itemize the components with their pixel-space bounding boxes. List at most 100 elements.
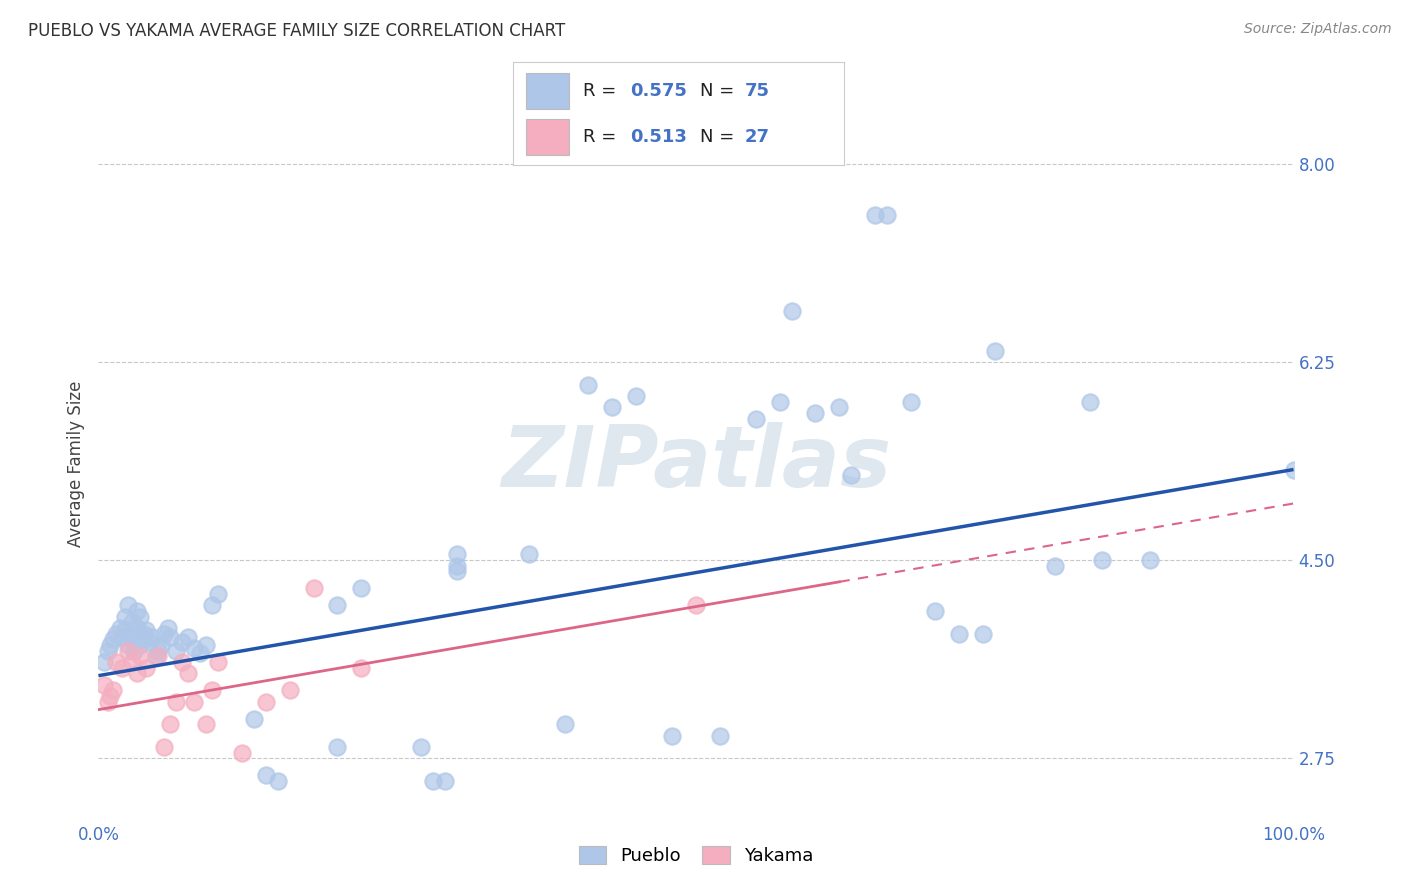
- Point: [97, 695, 120, 709]
- Point: [135, 661, 157, 675]
- Point: [924, 604, 946, 618]
- Point: [153, 626, 176, 640]
- Point: [422, 774, 444, 789]
- Point: [554, 717, 576, 731]
- Point: [93, 655, 115, 669]
- Text: 0.513: 0.513: [630, 128, 688, 145]
- Point: [105, 626, 128, 640]
- Text: 0.575: 0.575: [630, 82, 688, 100]
- Point: [129, 638, 152, 652]
- Point: [948, 626, 970, 640]
- Point: [194, 638, 217, 652]
- Point: [876, 208, 898, 222]
- Point: [600, 401, 623, 415]
- Point: [709, 729, 731, 743]
- Point: [201, 683, 224, 698]
- Point: [105, 655, 128, 669]
- Point: [98, 638, 122, 652]
- Point: [156, 621, 179, 635]
- Legend: Pueblo, Yakama: Pueblo, Yakama: [571, 839, 821, 872]
- Point: [129, 649, 152, 664]
- Point: [1282, 462, 1305, 476]
- Point: [148, 649, 170, 664]
- Text: N =: N =: [700, 128, 740, 145]
- Point: [576, 377, 599, 392]
- Point: [132, 632, 155, 647]
- FancyBboxPatch shape: [526, 73, 569, 109]
- Point: [114, 624, 136, 638]
- Point: [135, 624, 157, 638]
- Point: [125, 621, 148, 635]
- Point: [1139, 553, 1161, 567]
- Point: [863, 208, 886, 222]
- Point: [517, 548, 540, 562]
- Point: [188, 646, 211, 660]
- Point: [125, 604, 148, 618]
- Point: [278, 683, 301, 698]
- Text: PUEBLO VS YAKAMA AVERAGE FAMILY SIZE CORRELATION CHART: PUEBLO VS YAKAMA AVERAGE FAMILY SIZE COR…: [28, 22, 565, 40]
- Point: [145, 649, 167, 664]
- Point: [326, 739, 349, 754]
- Text: N =: N =: [700, 82, 740, 100]
- Point: [183, 641, 205, 656]
- FancyBboxPatch shape: [526, 119, 569, 155]
- Point: [114, 609, 136, 624]
- Point: [207, 655, 229, 669]
- Point: [121, 655, 143, 669]
- Point: [125, 666, 148, 681]
- Point: [231, 746, 253, 760]
- Point: [124, 644, 146, 658]
- Point: [153, 739, 176, 754]
- Point: [1091, 553, 1114, 567]
- Text: Source: ZipAtlas.com: Source: ZipAtlas.com: [1244, 22, 1392, 37]
- Point: [768, 394, 790, 409]
- Point: [129, 609, 152, 624]
- Text: 27: 27: [745, 128, 769, 145]
- Point: [254, 695, 277, 709]
- Point: [108, 621, 131, 635]
- Point: [117, 644, 139, 658]
- Point: [101, 683, 124, 698]
- Point: [839, 468, 862, 483]
- Point: [900, 394, 922, 409]
- Point: [243, 712, 266, 726]
- Point: [117, 599, 139, 613]
- Point: [183, 695, 205, 709]
- Point: [141, 630, 163, 644]
- Point: [326, 599, 349, 613]
- Point: [804, 406, 827, 420]
- Point: [411, 739, 433, 754]
- Point: [148, 644, 170, 658]
- Point: [446, 565, 468, 579]
- Text: ZIPatlas: ZIPatlas: [501, 422, 891, 506]
- Point: [780, 304, 803, 318]
- Text: R =: R =: [582, 82, 621, 100]
- Point: [194, 717, 217, 731]
- Point: [446, 558, 468, 573]
- Point: [172, 634, 194, 648]
- Point: [972, 626, 994, 640]
- Point: [121, 615, 143, 630]
- Y-axis label: Average Family Size: Average Family Size: [66, 381, 84, 547]
- Point: [172, 655, 194, 669]
- Point: [661, 729, 683, 743]
- Point: [124, 626, 146, 640]
- Point: [201, 599, 224, 613]
- Point: [93, 678, 115, 692]
- Point: [97, 644, 120, 658]
- Point: [177, 630, 200, 644]
- Point: [138, 634, 160, 648]
- Point: [983, 343, 1005, 358]
- Point: [254, 768, 277, 782]
- Point: [111, 630, 134, 644]
- Point: [121, 632, 143, 647]
- Point: [165, 695, 187, 709]
- Point: [1043, 558, 1066, 573]
- Point: [111, 661, 134, 675]
- Point: [350, 661, 373, 675]
- Point: [165, 644, 187, 658]
- Point: [745, 411, 768, 425]
- Point: [159, 717, 181, 731]
- Point: [433, 774, 456, 789]
- Point: [132, 626, 155, 640]
